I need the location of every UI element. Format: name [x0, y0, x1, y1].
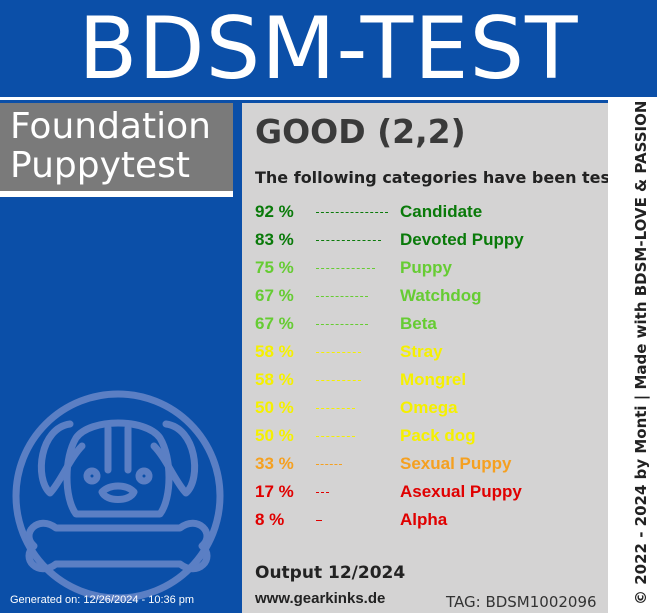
result-category: Alpha	[400, 510, 448, 529]
puppy-bone-icon	[12, 390, 224, 602]
result-row: 67 % Watchdog	[255, 282, 605, 310]
result-percent: 67 %	[255, 286, 294, 305]
test-title-box: Foundation Puppytest	[0, 103, 233, 197]
result-percent: 92 %	[255, 202, 294, 221]
result-category: Omega	[400, 398, 458, 417]
result-category: Asexual Puppy	[400, 482, 522, 501]
result-percent: 8 %	[255, 510, 285, 529]
result-bar	[316, 492, 329, 493]
result-bar	[316, 296, 368, 297]
result-bar	[316, 464, 342, 465]
generated-timestamp: Generated on: 12/26/2024 - 10:36 pm	[10, 594, 195, 606]
result-bar	[316, 436, 355, 437]
result-category: Beta	[400, 314, 437, 333]
result-category: Watchdog	[400, 286, 482, 305]
result-bar	[316, 212, 388, 213]
result-row: 58 % Mongrel	[255, 366, 605, 394]
result-bar	[316, 408, 355, 409]
result-percent: 58 %	[255, 342, 294, 361]
credit-strip	[608, 100, 657, 613]
result-percent: 58 %	[255, 370, 294, 389]
result-percent: 67 %	[255, 314, 294, 333]
result-bar	[316, 268, 375, 269]
result-bar	[316, 352, 361, 353]
result-row: 75 % Puppy	[255, 254, 605, 282]
header-banner: BDSM-TEST	[0, 0, 657, 99]
test-title-line2: Puppytest	[10, 145, 191, 186]
result-row: 33 % Sexual Puppy	[255, 450, 605, 478]
result-row: 83 % Devoted Puppy	[255, 226, 605, 254]
result-category: Pack dog	[400, 426, 476, 445]
test-title-line1: Foundation	[10, 106, 211, 147]
result-row: 50 % Omega	[255, 394, 605, 422]
result-category: Candidate	[400, 202, 483, 221]
result-percent: 50 %	[255, 398, 294, 417]
result-row: 50 % Pack dog	[255, 422, 605, 450]
result-row: 92 % Candidate	[255, 198, 605, 226]
result-bar	[316, 324, 368, 325]
result-bar	[316, 240, 381, 241]
result-percent: 83 %	[255, 230, 294, 249]
header-divider	[0, 97, 657, 100]
result-percent: 50 %	[255, 426, 294, 445]
results-intro: The following categories have been teste…	[255, 168, 647, 187]
result-bar	[316, 380, 361, 381]
result-percent: 75 %	[255, 258, 294, 277]
result-category: Mongrel	[400, 370, 467, 389]
site-link[interactable]: www.gearkinks.de	[255, 590, 386, 607]
result-percent: 33 %	[255, 454, 294, 473]
result-tag: TAG: BDSM1002096	[446, 593, 597, 611]
grade-heading: GOOD (2,2)	[255, 112, 466, 151]
results-list: 92 % Candidate 83 % Devoted Puppy 75 % Puppy 6…	[255, 198, 605, 534]
result-row: 17 % Asexual Puppy	[255, 478, 605, 506]
result-category: Puppy	[400, 258, 452, 277]
site-title: BDSM-TEST	[78, 0, 579, 99]
result-bar	[316, 520, 322, 521]
result-category: Devoted Puppy	[400, 230, 524, 249]
result-percent: 17 %	[255, 482, 294, 501]
result-row: 67 % Beta	[255, 310, 605, 338]
copyright-credit: © 2022 - 2024 by Monti | Made with BDSM-…	[632, 100, 650, 605]
output-date: Output 12/2024	[255, 563, 406, 583]
results-panel	[242, 103, 608, 613]
result-row: 8 % Alpha	[255, 506, 605, 534]
result-category: Sexual Puppy	[400, 454, 512, 473]
result-row: 58 % Stray	[255, 338, 605, 366]
result-category: Stray	[400, 342, 443, 361]
